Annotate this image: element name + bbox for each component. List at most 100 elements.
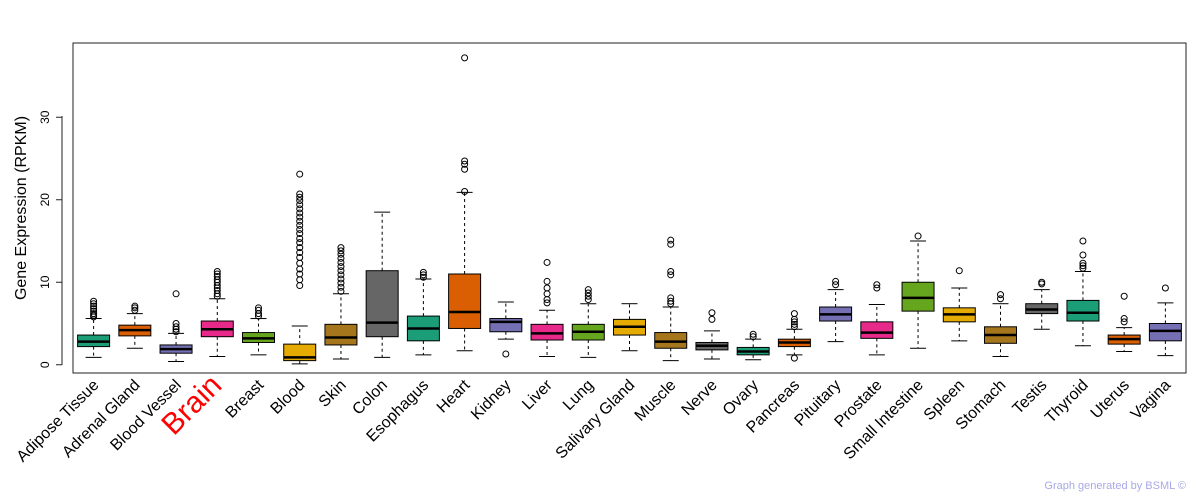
outlier-point <box>708 309 716 317</box>
outlier-point <box>708 315 716 323</box>
outlier-point <box>461 54 469 62</box>
outlier-point <box>337 283 345 291</box>
outlier-point <box>461 160 469 168</box>
outlier-point <box>296 254 304 261</box>
outlier-point <box>296 230 304 238</box>
box-group <box>242 304 275 356</box>
outlier-point <box>543 299 551 307</box>
box-iqr <box>448 273 482 329</box>
outlier-point <box>461 188 469 195</box>
outlier-point <box>296 249 304 257</box>
y-tick-label: 20 <box>38 193 52 207</box>
outlier-point <box>790 320 798 328</box>
outlier-point <box>997 291 1004 299</box>
box-group <box>159 290 193 362</box>
outlier-point <box>790 310 798 318</box>
outlier-point <box>832 281 840 289</box>
y-tick-label: 30 <box>38 110 52 124</box>
outlier-point <box>296 235 304 243</box>
box-group <box>736 330 770 361</box>
outlier-point <box>1038 278 1046 286</box>
box-iqr <box>489 318 523 333</box>
outlier-point <box>296 193 304 201</box>
x-tick-label: Liver <box>519 376 556 413</box>
outlier-point <box>90 305 98 313</box>
outlier-point <box>667 297 675 305</box>
outlier-point <box>255 304 262 312</box>
outlier-point <box>543 284 551 292</box>
outlier-point <box>667 240 675 248</box>
outlier-point <box>914 232 922 240</box>
outlier-point <box>296 225 304 233</box>
outlier-point <box>1120 318 1128 326</box>
outlier-point <box>1079 237 1087 245</box>
outlier-point <box>584 289 592 297</box>
outlier-point <box>337 287 345 295</box>
outlier-point <box>337 275 345 283</box>
outlier-point <box>213 272 221 280</box>
outlier-point <box>873 284 881 292</box>
outlier-point <box>296 197 304 205</box>
box-group <box>448 54 482 352</box>
outlier-point <box>337 279 345 287</box>
outlier-point <box>502 350 510 358</box>
outlier-point <box>873 281 881 289</box>
x-tick-label: Lung <box>560 377 597 414</box>
box-iqr <box>324 323 358 346</box>
outlier-point <box>419 271 427 279</box>
outlier-point <box>337 267 345 275</box>
box-group <box>777 310 811 362</box>
outlier-point <box>90 297 98 305</box>
outlier-point <box>337 263 345 271</box>
outlier-point <box>296 221 304 229</box>
outlier-point <box>337 247 345 255</box>
outlier-point <box>667 271 675 279</box>
outlier-point <box>296 259 304 267</box>
x-tick-label: Vagina <box>1128 377 1174 423</box>
outlier-point <box>172 323 180 331</box>
outlier-point <box>1161 284 1169 292</box>
outlier-point <box>667 236 675 244</box>
outlier-point <box>213 270 221 278</box>
outlier-point <box>172 290 180 298</box>
outlier-point <box>296 282 304 290</box>
outlier-point <box>337 250 345 258</box>
outlier-point <box>255 306 262 314</box>
box-group <box>942 267 976 342</box>
outlier-point <box>749 330 757 338</box>
box-group <box>118 302 152 349</box>
outlier-point <box>997 295 1004 303</box>
outlier-point <box>543 258 551 266</box>
outlier-point <box>296 244 304 252</box>
x-tick-label: Muscle <box>632 377 680 425</box>
outlier-point <box>213 287 221 294</box>
outlier-point <box>790 318 798 326</box>
box-group <box>200 268 234 357</box>
outlier-point <box>461 157 469 165</box>
box-group <box>489 301 523 358</box>
x-tick-label: Breast <box>223 376 268 421</box>
plot-frame <box>72 42 1187 374</box>
box-group <box>365 211 399 358</box>
outlier-point <box>832 277 840 285</box>
outlier-point <box>584 292 592 300</box>
graph-credit: Graph generated by BSML © <box>1044 480 1186 492</box>
outlier-point <box>296 170 304 178</box>
box-group <box>1025 278 1059 330</box>
outlier-point <box>419 268 427 276</box>
outlier-point <box>90 302 98 310</box>
x-tick-label: Skin <box>316 377 350 411</box>
x-tick-label: Kidney <box>468 377 515 424</box>
box-group <box>283 170 317 365</box>
outlier-point <box>790 323 798 331</box>
outlier-point <box>584 296 592 304</box>
x-tick-label: Thyroid <box>1042 377 1092 427</box>
box-group <box>654 236 688 362</box>
outlier-point <box>543 277 551 285</box>
y-tick-label: 10 <box>38 275 52 289</box>
outlier-point <box>955 267 963 275</box>
outlier-point <box>296 201 304 209</box>
box-group <box>860 281 894 356</box>
box-iqr <box>860 321 894 339</box>
